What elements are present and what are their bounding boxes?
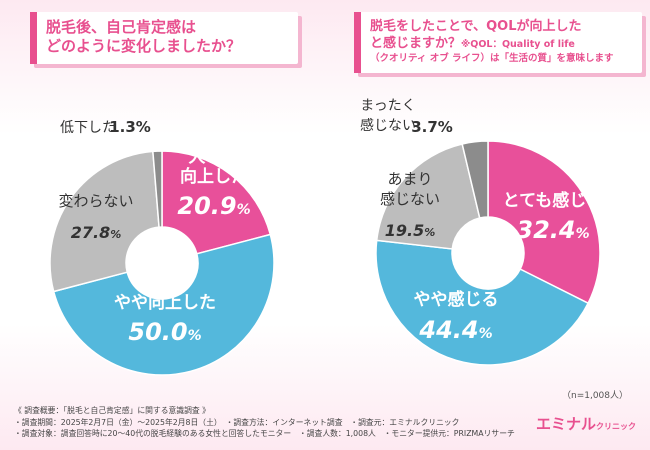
chart1-label-2: やや向上した bbox=[114, 292, 216, 313]
chart2-label-2: やや感じる bbox=[414, 289, 499, 310]
chart2-value-3: 19.5% bbox=[385, 221, 436, 240]
qol-note-2: （クオリティ オブ ライフ）は「生活の質」を意味します bbox=[370, 53, 614, 64]
footer-line-2: ・調査期間：2025年2月7日（金）〜2025年2月8日（土） ・調査方法：イン… bbox=[14, 417, 460, 427]
clinic-logo: エミナルクリニック bbox=[536, 413, 636, 434]
chart1-label-1: 向上した bbox=[180, 166, 248, 187]
question-box-1: 脱毛後、自己肯定感は どのように変化しましたか？ bbox=[30, 12, 298, 64]
survey-footer: 《 調査概要：「脱毛と自己肯定感」に関する意識調査 》 ・調査期間：2025年2… bbox=[14, 405, 515, 440]
chart1-value-1: 20.9% bbox=[177, 192, 250, 220]
question-1-line-1: 脱毛後、自己肯定感は bbox=[46, 18, 197, 36]
chart2-label-4: 感じない bbox=[360, 117, 416, 134]
chart2-value-1: 32.4% bbox=[516, 216, 589, 244]
question-box-2: 脱毛をしたことで、QOLが向上した と感じますか？※QOL：Quality of… bbox=[354, 12, 642, 73]
chart2-slice-3 bbox=[375, 143, 481, 250]
chart2-label-1: とても感じる bbox=[503, 190, 604, 211]
chart1-label-3: 変わらない bbox=[58, 192, 133, 210]
logo-sub: クリニック bbox=[596, 422, 636, 431]
chart1-label-1: 大きく bbox=[189, 146, 240, 167]
chart2-slice-1 bbox=[487, 140, 601, 305]
chart1-value-2: 50.0% bbox=[128, 318, 201, 346]
chart2-slice-4 bbox=[461, 140, 489, 219]
chart2-value-2: 44.4% bbox=[418, 316, 492, 344]
question-2-line-2: と感じますか？ bbox=[370, 36, 462, 51]
chart2-value-4: 3.7% bbox=[411, 118, 453, 136]
chart1-value-4: 1.3% bbox=[109, 118, 151, 136]
footer-line-3: ・調査対象：調査回答時に20〜40代の脱毛経験のある女性と回答したモニター ・調… bbox=[14, 429, 515, 439]
chart2-slice-2 bbox=[375, 239, 590, 366]
chart1-slice-1 bbox=[161, 150, 272, 255]
chart2-label-3: 感じない bbox=[380, 190, 440, 208]
chart1-slice-3 bbox=[49, 150, 160, 293]
question-2-line-1: 脱毛をしたことで、QOLが向上した bbox=[370, 19, 582, 34]
chart2-label-3: あまり bbox=[387, 170, 432, 188]
chart1-label-4: 低下した bbox=[60, 120, 116, 136]
chart2-label-4: まったく bbox=[360, 98, 415, 114]
footer-line-1: 《 調査概要：「脱毛と自己肯定感」に関する意識調査 》 bbox=[14, 406, 210, 415]
chart1-slice-4 bbox=[152, 150, 163, 228]
qol-note: ※QOL：Quality of life bbox=[461, 39, 575, 50]
question-1-line-2: どのように変化しましたか？ bbox=[46, 37, 242, 55]
logo-main: エミナル bbox=[535, 415, 596, 433]
chart1-slice-2 bbox=[52, 233, 275, 376]
sample-size: （n=1,008人） bbox=[561, 391, 628, 401]
chart1-value-3: 27.8% bbox=[71, 223, 122, 242]
